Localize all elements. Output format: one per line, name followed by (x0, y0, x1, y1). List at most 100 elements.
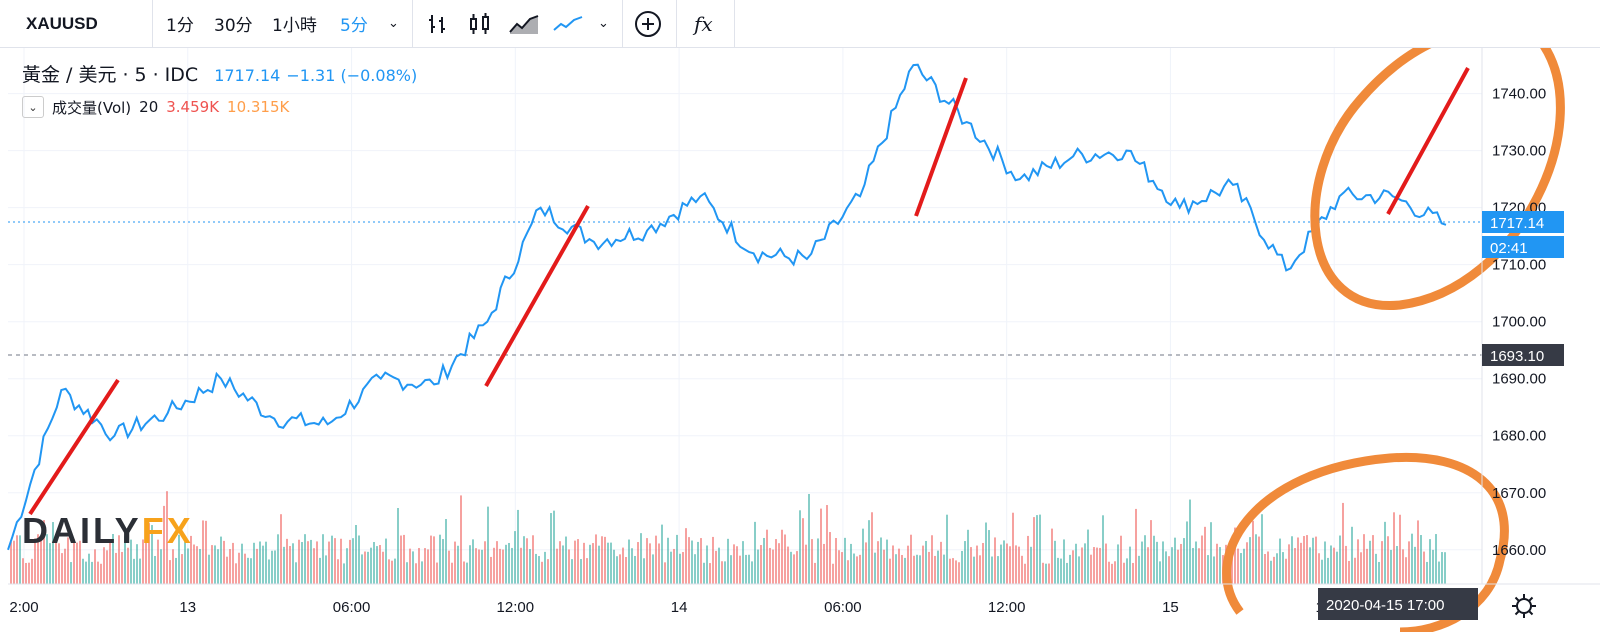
volume-bar (628, 539, 630, 584)
volume-bar (1042, 562, 1044, 584)
volume-bar (46, 534, 48, 584)
volume-bar (16, 535, 18, 584)
volume-bar (1183, 538, 1185, 584)
bars-icon[interactable] (426, 0, 450, 47)
volume-bar (52, 522, 54, 584)
volume-bar (691, 540, 693, 584)
volume-bar (601, 536, 603, 584)
volume-bar (1384, 521, 1386, 584)
volume-bar (1402, 549, 1404, 584)
volume-bar (724, 561, 726, 584)
volume-bar (511, 547, 513, 584)
volume-bar (397, 508, 399, 584)
volume-bar (1189, 499, 1191, 584)
x-tick-label: 14 (671, 599, 688, 616)
volume-bar (1099, 547, 1101, 584)
volume-bar (421, 561, 423, 584)
volume-bar (1321, 559, 1323, 584)
volume-bar (1393, 512, 1395, 584)
volume-bar (151, 525, 153, 584)
volume-bar (325, 555, 327, 584)
volume-bar (448, 550, 450, 584)
y-tick-label: 1690.00 (1492, 371, 1546, 388)
area-chart-icon[interactable] (508, 0, 540, 47)
chevron-down-icon[interactable]: ⌄ (388, 16, 399, 31)
volume-bar (451, 562, 453, 584)
volume-bar (463, 561, 465, 584)
volume-bar (1087, 529, 1089, 584)
volume-bar (127, 547, 129, 584)
volume-bar (28, 562, 30, 584)
interval-1h-button[interactable]: 1小時 (272, 16, 317, 36)
volume-bar (1276, 553, 1278, 584)
volume-bar (13, 540, 15, 584)
volume-bar (1246, 542, 1248, 584)
volume-bar (331, 535, 333, 584)
volume-bar (616, 556, 618, 584)
x-tick-label: 15 (1162, 599, 1179, 616)
volume-bar (409, 548, 411, 584)
volume-bar (103, 547, 105, 584)
symbol-label[interactable]: XAUUSD (26, 13, 98, 33)
volume-bar (1180, 543, 1182, 584)
chevron-down-icon[interactable]: ⌄ (598, 16, 609, 31)
volume-bar (1033, 517, 1035, 584)
volume-length: 20 (139, 98, 159, 116)
volume-bar (766, 529, 768, 584)
interval-5m-button[interactable]: 5分 (340, 16, 368, 36)
volume-bar (403, 534, 405, 584)
volume-bar (1024, 563, 1026, 584)
volume-bar (571, 559, 573, 584)
volume-bar (376, 546, 378, 584)
volume-bar (268, 559, 270, 584)
collapse-toggle-icon[interactable]: ⌄ (22, 96, 44, 118)
volume-bar (589, 544, 591, 584)
volume-bar (1279, 538, 1281, 584)
indicators-button[interactable]: fx (694, 11, 713, 36)
volume-bar (568, 549, 570, 584)
volume-bar (676, 534, 678, 584)
interval-30m-button[interactable]: 30分 (214, 16, 253, 36)
volume-bar (886, 539, 888, 584)
volume-bar (337, 559, 339, 584)
volume-bar (1075, 543, 1077, 584)
volume-bar (913, 555, 915, 584)
interval-1m-button[interactable]: 1分 (166, 16, 194, 36)
candles-icon[interactable] (468, 0, 492, 47)
volume-bar (1309, 547, 1311, 584)
volume-bar (1060, 558, 1062, 584)
x-tick-label: 13 (179, 599, 196, 616)
volume-bar (979, 555, 981, 584)
volume-bar (1267, 551, 1269, 584)
volume-bar (619, 554, 621, 584)
volume-bar (235, 563, 237, 584)
line-chart-icon[interactable] (552, 0, 584, 47)
volume-bar (808, 493, 810, 584)
volume-bar (1372, 535, 1374, 584)
symbol-legend: 黃金 / 美元 · 5 · IDC 1717.14 −1.31 (−0.08%) (22, 60, 417, 87)
volume-bar (802, 518, 804, 584)
volume-bar (1171, 547, 1173, 584)
volume-bar (1438, 561, 1440, 584)
add-compare-icon[interactable] (634, 0, 662, 47)
volume-bar (445, 519, 447, 584)
volume-bar (22, 558, 24, 584)
volume-bar (166, 491, 168, 584)
volume-bar (790, 551, 792, 584)
volume-bar (880, 537, 882, 584)
price-chart[interactable]: 1660.00 1670.00 1680.00 1690.00 1700.00 1710.… (0, 48, 1600, 632)
volume-bar (664, 562, 666, 584)
volume-bar (679, 553, 681, 584)
volume-bar (262, 545, 264, 584)
volume-bar (226, 556, 228, 584)
volume-bar (1192, 547, 1194, 584)
volume-bar (1174, 537, 1176, 584)
volume-bar (76, 542, 78, 584)
volume-bar (1354, 557, 1356, 584)
volume-bar (364, 551, 366, 584)
volume-bar (217, 549, 219, 584)
volume-bar (700, 538, 702, 584)
volume-bar (256, 548, 258, 584)
volume-bar (1135, 508, 1137, 584)
volume-bar (529, 549, 531, 584)
